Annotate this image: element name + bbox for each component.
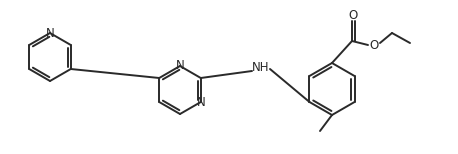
Text: NH: NH [252,61,270,73]
Text: N: N [175,59,185,71]
Text: O: O [369,38,379,51]
Text: O: O [349,8,358,22]
Text: N: N [196,97,205,109]
Text: N: N [46,26,55,39]
